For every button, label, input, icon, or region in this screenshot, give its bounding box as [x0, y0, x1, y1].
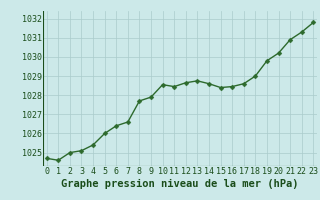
- X-axis label: Graphe pression niveau de la mer (hPa): Graphe pression niveau de la mer (hPa): [61, 179, 299, 189]
